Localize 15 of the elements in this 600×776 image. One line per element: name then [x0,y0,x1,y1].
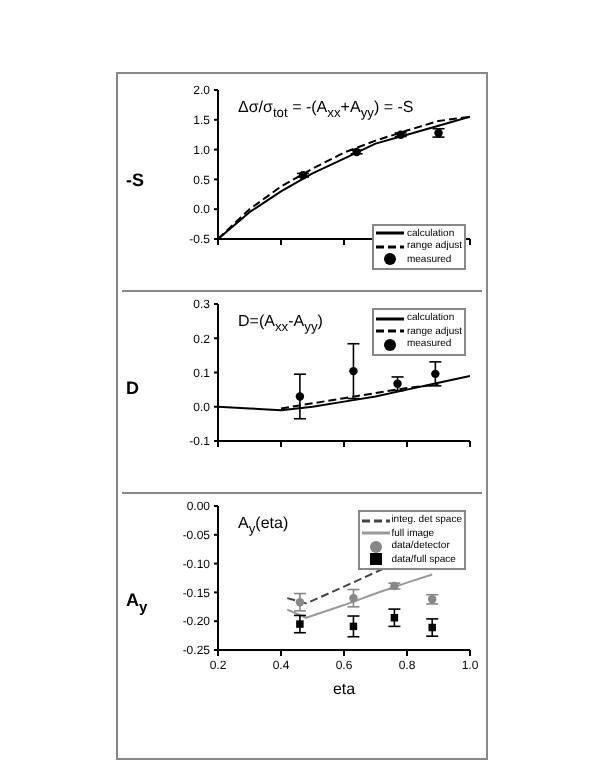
point [349,366,358,376]
y-axis-title: D [126,378,139,398]
point [428,623,436,632]
annotation: D=(A$_{xx}$-A$_{yy}$) [238,312,323,336]
point [295,392,305,401]
y-axis-title: A$_{y}$ [126,590,148,616]
annotation: A$_{y}$(eta) [238,514,289,538]
line-series [286,573,434,619]
y-axis-title: -S [126,170,144,190]
point [295,597,305,607]
point [349,593,358,603]
point [431,369,440,379]
x-axis-title: eta [332,680,357,698]
annotation: Δσ/σ$_{tot}$ = -(A$_{xx}$+A$_{yy}$) = -S [238,98,414,122]
point [296,620,304,628]
